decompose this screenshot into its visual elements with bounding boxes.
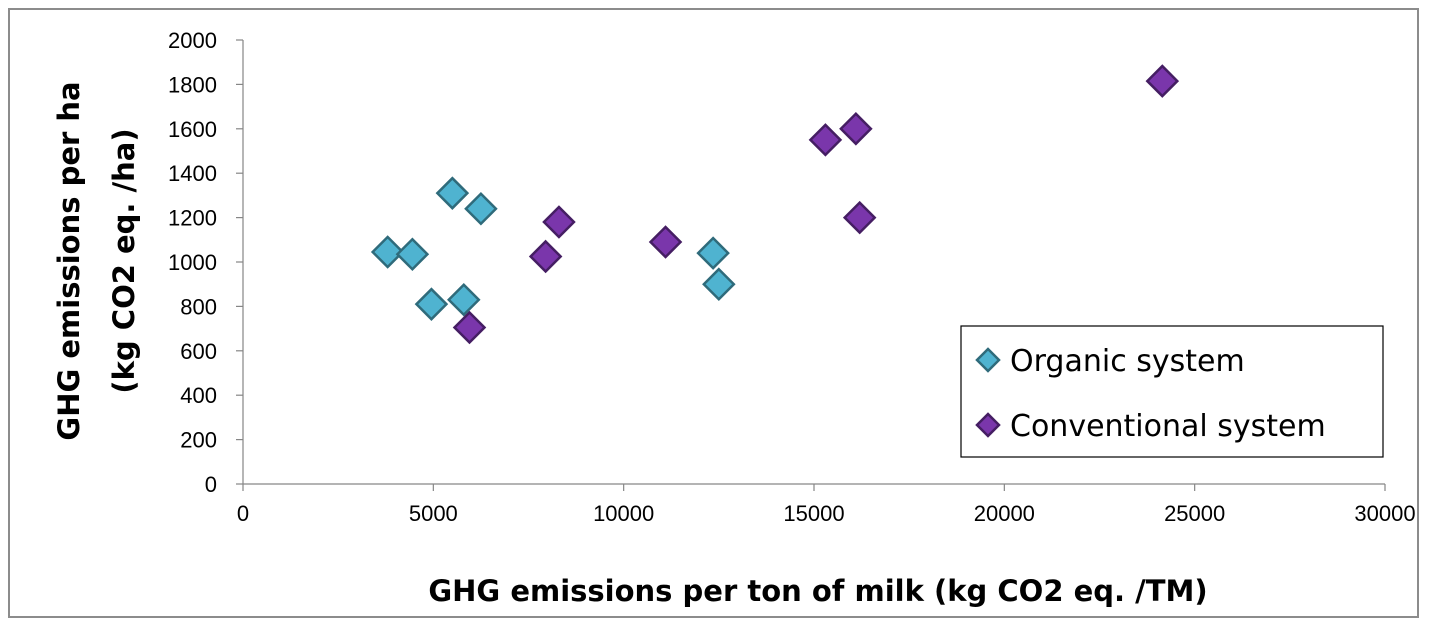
y-axis: 0 200 400 600 800 1000 1200 1400 1600 1800 2000 <box>168 28 244 497</box>
organic-system-point <box>395 237 430 271</box>
x-axis: 0 5000 10000 15000 20000 25000 30000 <box>237 483 1416 526</box>
conventional-system-point <box>842 200 877 235</box>
organic-system-point <box>464 191 498 226</box>
conventional-system-point <box>452 310 487 345</box>
y-tick-label: 0 <box>205 472 217 497</box>
x-tick-label: 0 <box>237 501 249 526</box>
y-tick-label: 200 <box>180 428 217 453</box>
y-tick-label: 1200 <box>168 206 217 231</box>
x-tick-label: 10000 <box>593 501 654 526</box>
y-tick-label: 1600 <box>168 117 217 142</box>
y-tick-label: 800 <box>180 294 217 319</box>
organic-system-point <box>370 235 405 269</box>
legend-label-organic-system: Organic system <box>1010 344 1245 379</box>
organic-system-point <box>702 267 736 301</box>
x-tick-label: 15000 <box>783 501 844 526</box>
organic-system-point <box>696 236 730 270</box>
x-tick-label: 5000 <box>409 501 458 526</box>
y-tick-label: 400 <box>180 383 217 408</box>
conventional-system-point <box>528 239 563 274</box>
legend: Organic system Conventional system <box>960 325 1384 458</box>
legend-box <box>960 325 1384 458</box>
conventional-system-point <box>542 205 576 239</box>
y-tick-label: 1800 <box>168 72 217 97</box>
legend-label-conventional-system: Conventional system <box>1010 409 1326 444</box>
y-axis-title-line-1: GHG emissions per ha <box>52 81 86 440</box>
conventional-system-point <box>808 123 843 157</box>
x-tick-label: 20000 <box>974 501 1035 526</box>
conventional-system-point <box>1145 64 1180 98</box>
legend-marker-organic-system <box>975 347 1001 373</box>
organic-system-point <box>447 282 481 317</box>
y-axis-title-line-2: (kg CO2 eq. /ha) <box>107 128 141 393</box>
conventional-system-point <box>648 225 683 259</box>
y-tick-label: 600 <box>180 339 217 364</box>
y-tick-label: 2000 <box>168 28 217 53</box>
conventional-system-point <box>839 112 873 146</box>
x-tick-label: 25000 <box>1164 501 1225 526</box>
legend-marker-conventional-system <box>975 412 1001 438</box>
data-points <box>370 64 1180 345</box>
x-axis-title: GHG emissions per ton of milk (kg CO2 eq… <box>428 574 1207 608</box>
x-tick-label: 30000 <box>1354 501 1415 526</box>
organic-system-point <box>435 176 470 210</box>
y-tick-label: 1000 <box>168 250 217 275</box>
y-tick-label: 1400 <box>168 161 217 186</box>
organic-system-point <box>414 287 449 321</box>
